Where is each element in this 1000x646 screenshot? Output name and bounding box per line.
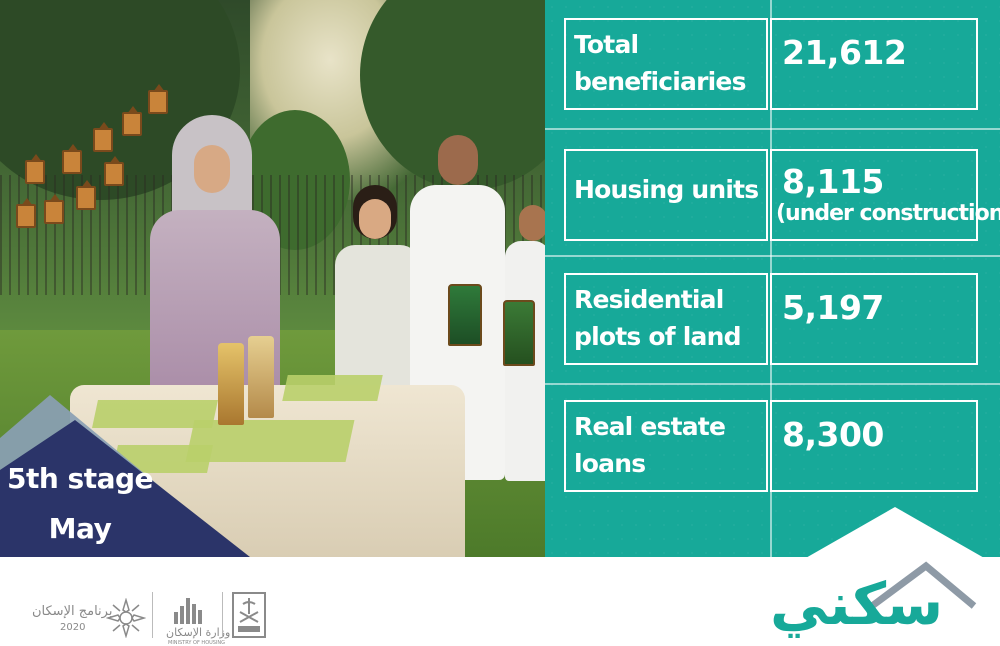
hanging-lantern (104, 156, 124, 186)
sakani-logo: سكني (770, 570, 944, 638)
logo-divider (152, 592, 153, 638)
stat-label: Real estate loans (574, 412, 726, 478)
stat-value-cell: 8,300 (770, 400, 978, 492)
stage-label: 5th stage (6, 462, 154, 495)
stat-value: 5,197 (782, 288, 884, 327)
stat-value-cell: 21,612 (770, 18, 978, 110)
hanging-lantern (62, 144, 82, 174)
ministry-name: وزارة الإسكان (166, 626, 231, 639)
stat-label-cell: Residential plots of land (564, 273, 768, 365)
gold-lantern (218, 343, 244, 425)
stat-label-cell: Housing units (564, 149, 768, 241)
stat-total-beneficiaries: Total beneficiaries 21,612 (564, 18, 980, 110)
stage-month: May (48, 512, 112, 545)
stat-label-cell: Total beneficiaries (564, 18, 768, 110)
hanging-lantern (44, 194, 64, 224)
green-lantern (448, 284, 482, 346)
hanging-lantern (25, 154, 45, 184)
program-year: 2020 (60, 622, 86, 633)
house-roof-icon (790, 507, 1000, 567)
ministry-building-icon (174, 598, 202, 624)
panel-grid-line (545, 128, 1000, 130)
stat-value-cell: 8,115 (under construction (770, 149, 1000, 241)
stat-residential-plots: Residential plots of land 5,197 (564, 273, 980, 365)
family-photo (0, 0, 545, 557)
stat-label: Housing units (574, 175, 759, 204)
hanging-lantern (76, 180, 96, 210)
logo-divider (222, 592, 223, 638)
stat-label: Total beneficiaries (574, 30, 746, 96)
program-name: برنامج الإسكان (32, 604, 113, 619)
stage-badge-shape (0, 395, 250, 557)
stat-value: 21,612 (782, 33, 907, 72)
girl (335, 185, 420, 395)
gold-lantern (248, 336, 274, 418)
panel-grid-line (545, 255, 1000, 257)
hanging-lantern (122, 106, 142, 136)
navy-triangle (0, 420, 250, 557)
stat-value-cell: 5,197 (770, 273, 978, 365)
stat-label-cell: Real estate loans (564, 400, 768, 492)
panel-grid-line (545, 383, 1000, 385)
footer (0, 557, 1000, 646)
stat-note: (under construction (776, 201, 1000, 226)
hanging-lantern (93, 122, 113, 152)
vision-2030-icon (106, 598, 146, 638)
stat-value: 8,115 (782, 162, 884, 201)
saudi-emblem-icon (232, 592, 266, 638)
stat-value: 8,300 (782, 415, 884, 454)
stat-real-estate-loans: Real estate loans 8,300 (564, 400, 980, 492)
house-roof-icon (869, 561, 977, 609)
green-lantern (503, 300, 535, 366)
ministry-name-en: MINISTRY OF HOUSING (168, 640, 226, 646)
stat-label: Residential plots of land (574, 285, 741, 351)
stats-panel (545, 0, 1000, 557)
hanging-lantern (148, 84, 168, 114)
stat-housing-units: Housing units 8,115 (under construction (564, 149, 1000, 241)
hanging-lantern (16, 198, 36, 228)
